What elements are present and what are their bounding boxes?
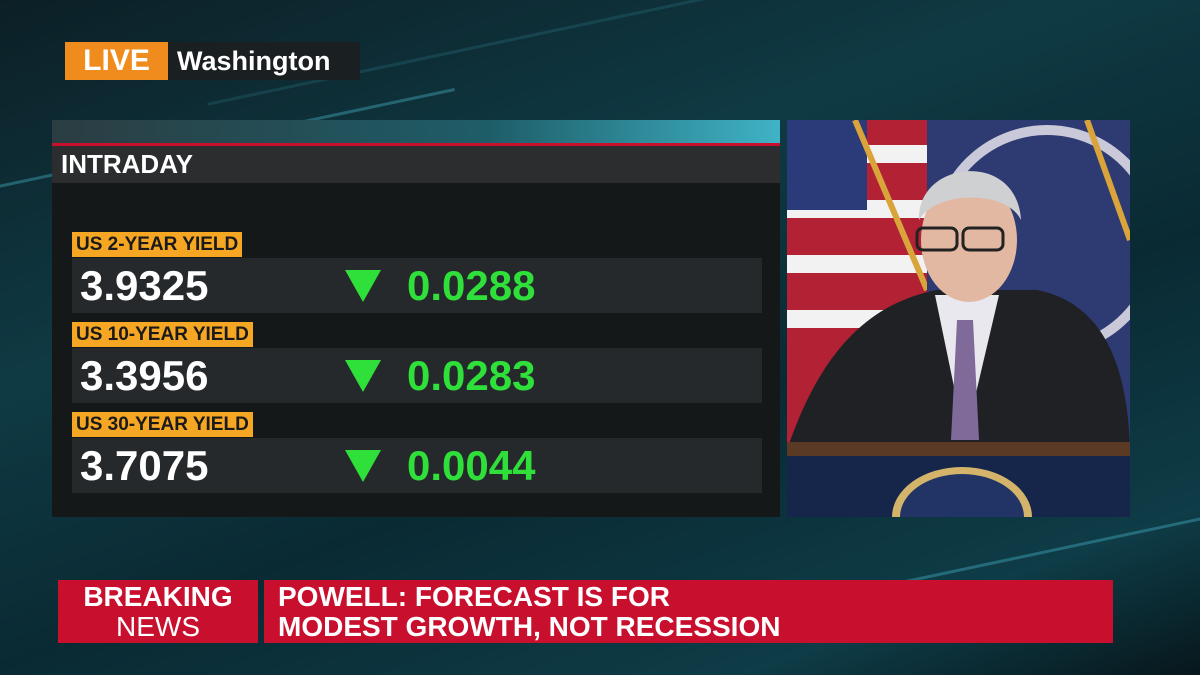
breaking-tag: BREAKING NEWS	[58, 580, 258, 643]
yield-label: US 2-YEAR YIELD	[72, 232, 243, 257]
yield-row: 3.9325 0.0288	[72, 258, 762, 313]
panel-strip	[52, 120, 780, 143]
headline-line: POWELL: FORECAST IS FOR	[278, 581, 670, 612]
breaking-label: BREAKING	[83, 581, 233, 612]
yield-row: 3.7075 0.0044	[72, 438, 762, 493]
down-arrow	[345, 270, 381, 302]
arrow-shape	[345, 360, 381, 392]
yield-change: 0.0283	[407, 352, 536, 399]
down-arrow	[345, 450, 381, 482]
yield-label: US 10-YEAR YIELD	[72, 322, 253, 347]
arrow-shape	[345, 450, 381, 482]
panel-title: INTRADAY	[52, 146, 780, 183]
yield-label: US 30-YEAR YIELD	[72, 412, 253, 437]
yield-change: 0.0044	[407, 442, 536, 489]
yield-value: 3.3956	[80, 352, 209, 399]
yield-value: 3.9325	[80, 262, 209, 309]
speaker-video	[787, 120, 1130, 517]
yield-row: 3.3956 0.0283	[72, 348, 762, 403]
speaker-illustration	[787, 120, 1130, 517]
headline-box: POWELL: FORECAST IS FOR MODEST GROWTH, N…	[264, 580, 1113, 643]
live-badge: LIVE	[65, 42, 168, 80]
news-label: NEWS	[116, 611, 200, 642]
headline-line: MODEST GROWTH, NOT RECESSION	[278, 611, 781, 642]
panel-rule	[52, 143, 780, 146]
arrow-shape	[345, 270, 381, 302]
yield-change: 0.0288	[407, 262, 536, 309]
yield-value: 3.7075	[80, 442, 209, 489]
yield-panel: INTRADAY US 2-YEAR YIELD 3.9325 0.0288 US 1…	[52, 120, 780, 517]
location-label: Washington	[168, 42, 360, 80]
down-arrow	[345, 360, 381, 392]
